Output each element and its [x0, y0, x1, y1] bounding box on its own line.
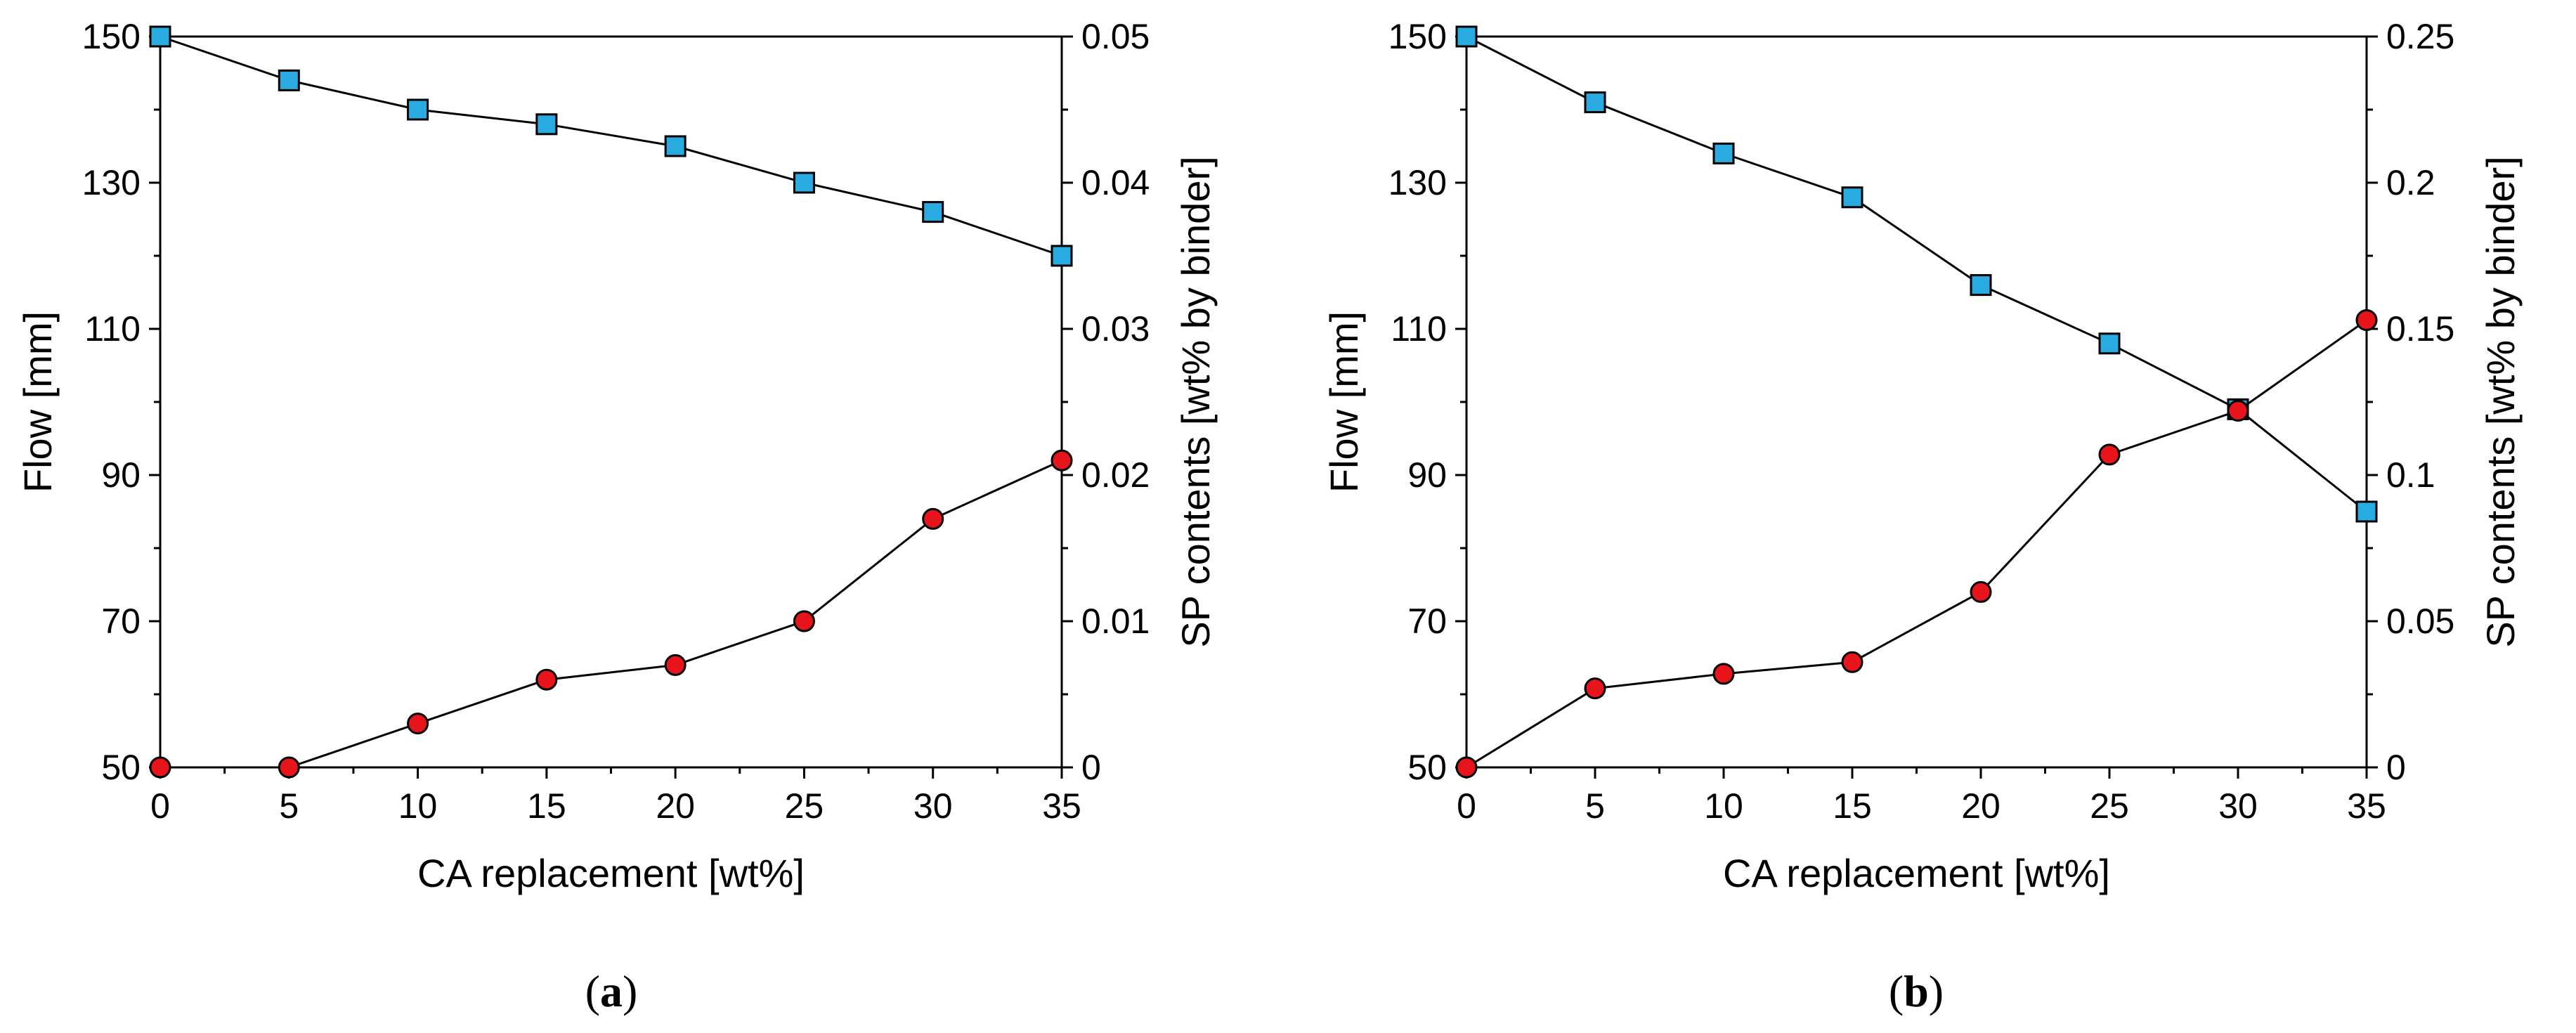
- right-y-tick-label: 0.03: [1081, 309, 1150, 349]
- sp-point: [1455, 756, 1478, 779]
- x-tick-label: 25: [785, 786, 824, 826]
- series-line: [1466, 319, 2367, 769]
- right-y-tick-label: 0.01: [1081, 602, 1150, 641]
- right-y-tick-label: 0.2: [2386, 163, 2435, 202]
- series-line: [1466, 35, 2367, 513]
- left-y-axis-title: Flow [mm]: [1322, 311, 1366, 493]
- panel-label-letter: b: [1904, 966, 1929, 1016]
- x-tick-label: 20: [656, 786, 695, 826]
- flow-point: [1455, 25, 1478, 48]
- series-flow: [1455, 25, 2378, 523]
- flow-point: [1712, 142, 1735, 164]
- flow-point: [1050, 245, 1073, 267]
- right-y-tick-label: 0.05: [2386, 602, 2454, 641]
- flow-point: [1970, 274, 1992, 297]
- series-sp-contents: [149, 449, 1073, 779]
- right-y-tick-label: 0.05: [1081, 17, 1150, 56]
- left-y-tick-label: 110: [1391, 309, 1447, 349]
- panel-a: 0 5 10 15 20 25 30 35 50 70 90 110 130 150 0 0.01 0.02 0.…: [15, 17, 1218, 1016]
- flow-point: [1584, 91, 1606, 114]
- panel-label-letter: a: [600, 966, 623, 1016]
- panel-b: 0 5 10 15 20 25 30 35 50 70 90 110 130 150 0 0.05 0.1 0.1…: [1322, 17, 2523, 1016]
- panel-label: (b): [1889, 966, 1944, 1016]
- left-y-tick-label: 130: [1388, 163, 1447, 202]
- series-line: [160, 459, 1062, 769]
- x-axis-title: CA replacement [wt%]: [417, 851, 805, 895]
- sp-point: [664, 654, 687, 676]
- sp-point: [535, 668, 558, 691]
- right-y-tick-label: 0.04: [1081, 163, 1150, 202]
- sp-point: [2355, 309, 2378, 332]
- left-y-tick-label: 130: [82, 163, 141, 202]
- series-flow: [149, 25, 1073, 267]
- left-y-tick-label: 50: [1407, 748, 1447, 787]
- left-y-tick-label: 150: [82, 17, 141, 56]
- sp-point: [793, 610, 815, 632]
- x-tick-label: 10: [398, 786, 438, 826]
- left-y-tick-label: 70: [101, 602, 141, 641]
- sp-point: [1712, 663, 1735, 685]
- left-y-tick-label: 50: [101, 748, 141, 787]
- sp-point: [1970, 580, 1992, 603]
- left-y-axis-title: Flow [mm]: [15, 311, 60, 493]
- right-y-tick-label: 0.25: [2386, 17, 2454, 56]
- x-tick-label: 5: [279, 786, 299, 826]
- flow-point: [278, 69, 300, 91]
- right-y-tick-label: 0.1: [2386, 455, 2435, 495]
- sp-point: [1841, 651, 1863, 673]
- right-y-tick-label: 0: [2386, 748, 2406, 787]
- x-tick-label: 0: [150, 786, 170, 826]
- sp-point: [278, 756, 300, 779]
- flow-point: [407, 98, 429, 121]
- x-tick-label: 25: [2090, 786, 2129, 826]
- series-sp-contents: [1455, 309, 2378, 779]
- x-tick-label: 15: [527, 786, 566, 826]
- x-tick-label: 35: [2347, 786, 2386, 826]
- x-tick-label: 10: [1704, 786, 1743, 826]
- left-y-tick-label: 90: [1407, 455, 1447, 495]
- right-y-tick-label: 0.15: [2386, 309, 2454, 349]
- right-y-tick-label: 0.02: [1081, 455, 1150, 495]
- flow-point: [2355, 500, 2378, 523]
- flow-point: [2098, 332, 2121, 355]
- left-y-tick-label: 150: [1388, 17, 1447, 56]
- flow-point: [922, 201, 944, 223]
- left-y-tick-label: 70: [1407, 602, 1447, 641]
- sp-point: [2098, 443, 2121, 466]
- sp-point: [149, 756, 171, 779]
- sp-point: [1584, 677, 1606, 700]
- x-tick-label: 30: [2218, 786, 2258, 826]
- sp-point: [922, 507, 944, 530]
- flow-point: [149, 25, 171, 48]
- left-y-tick-label: 110: [84, 309, 141, 349]
- right-y-axis-title: SP contents [wt% by binder]: [1173, 156, 1218, 647]
- sp-point: [1050, 449, 1073, 472]
- flow-point: [1841, 186, 1863, 209]
- x-tick-label: 0: [1457, 786, 1476, 826]
- x-tick-label: 5: [1585, 786, 1605, 826]
- panel-label: (a): [585, 966, 638, 1016]
- flow-point: [535, 113, 558, 136]
- right-y-axis-title: SP contents [wt% by binder]: [2478, 156, 2523, 647]
- sp-point: [2227, 399, 2249, 422]
- right-y-tick-label: 0: [1081, 748, 1101, 787]
- x-tick-label: 35: [1042, 786, 1081, 826]
- x-tick-label: 20: [1961, 786, 2001, 826]
- left-y-tick-label: 90: [101, 455, 141, 495]
- x-axis-title: CA replacement [wt%]: [1723, 851, 2110, 895]
- sp-point: [407, 713, 429, 735]
- flow-point: [664, 135, 687, 157]
- x-tick-label: 30: [913, 786, 953, 826]
- series-line: [160, 35, 1062, 257]
- flow-point: [793, 171, 815, 194]
- x-tick-label: 15: [1833, 786, 1872, 826]
